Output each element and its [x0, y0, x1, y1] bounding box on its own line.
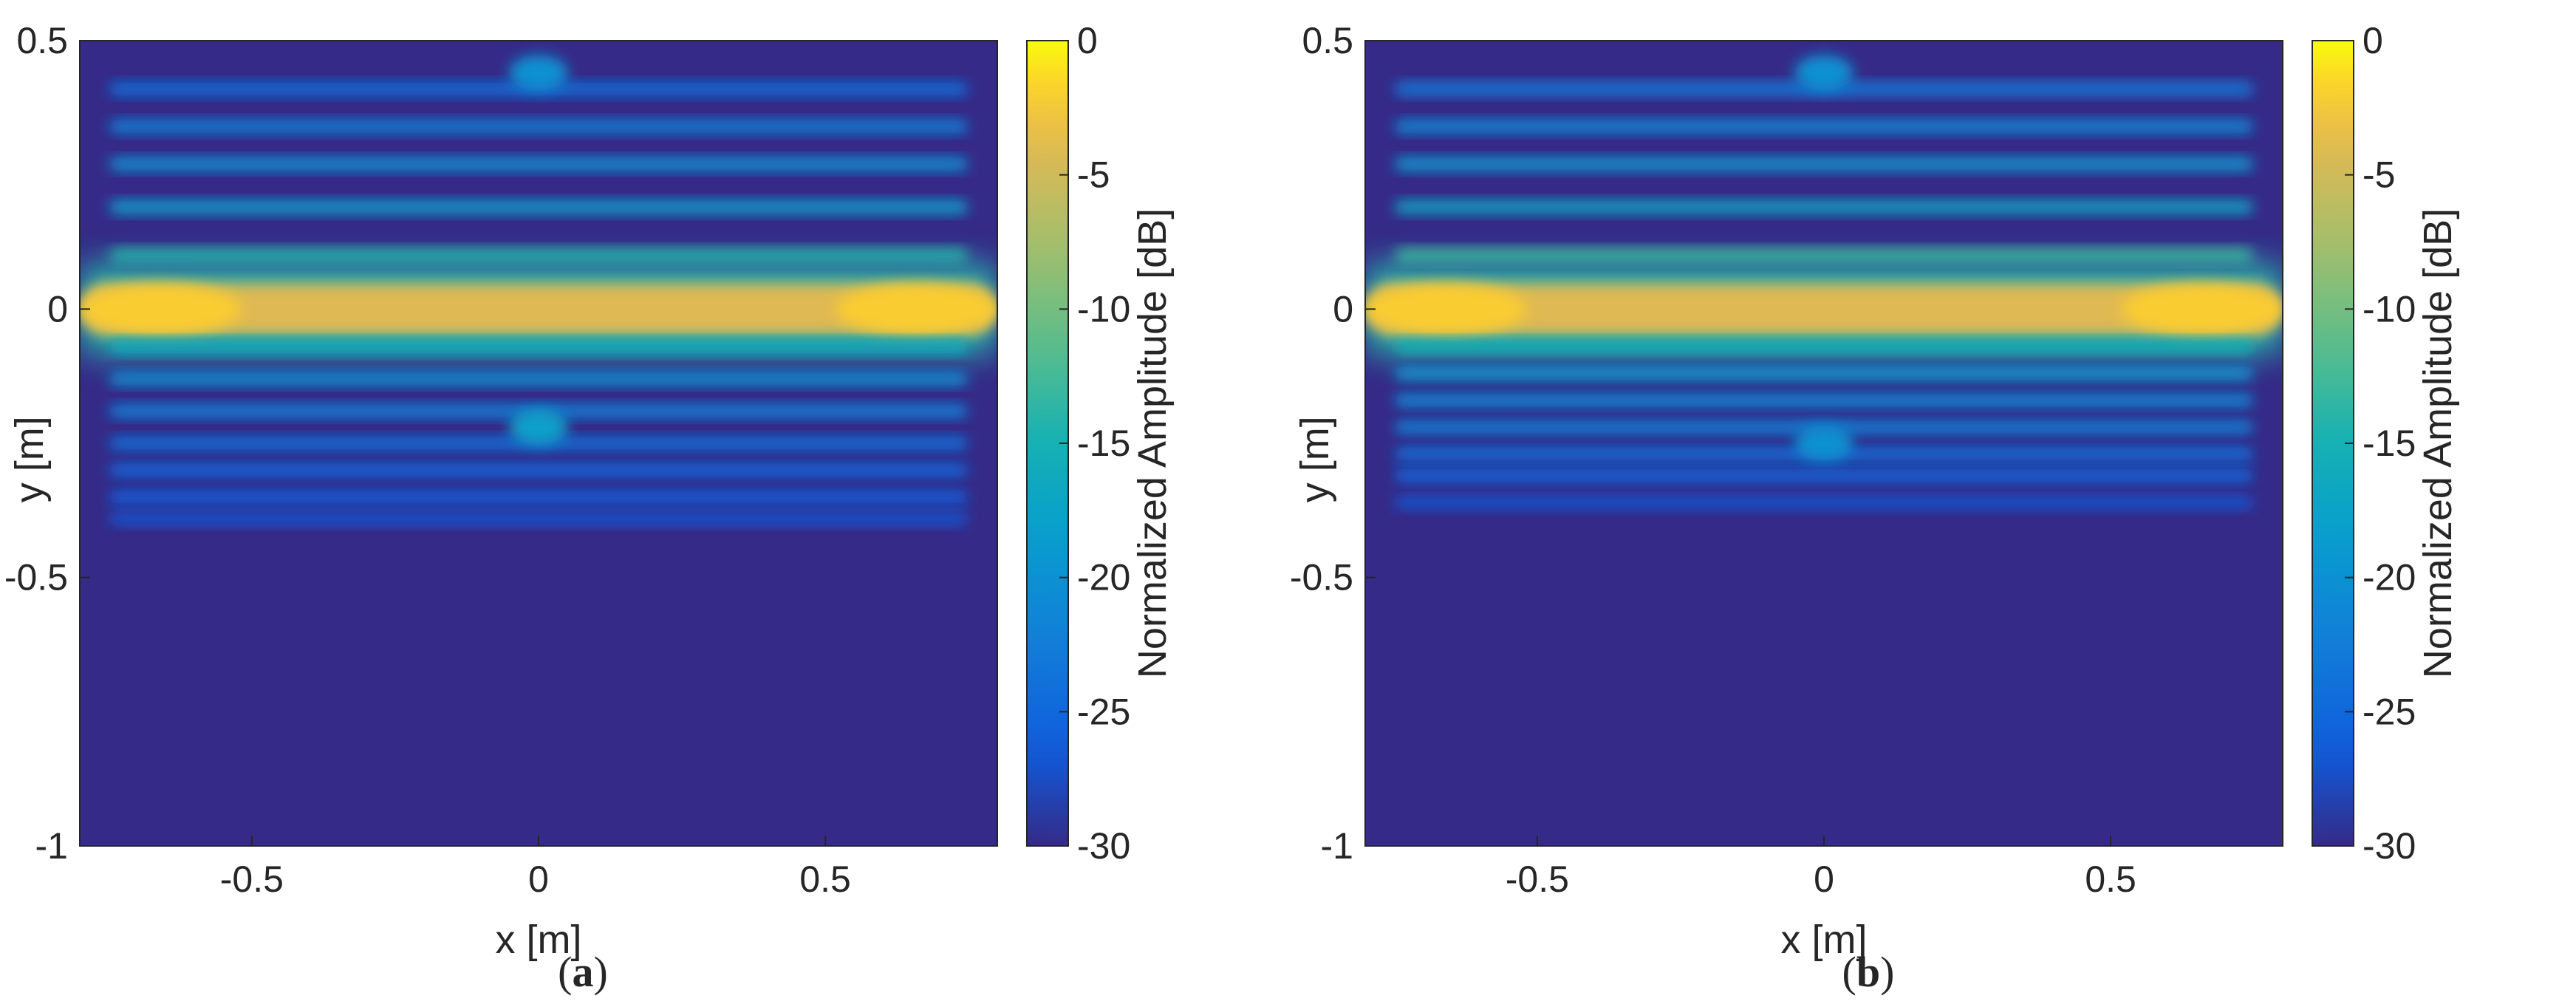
- colorbar-tick-label: -25: [2363, 691, 2416, 732]
- heatmap-band: [1395, 366, 2253, 380]
- colorbar-label: Normalized Amplitude [dB]: [1130, 208, 1175, 678]
- colorbar-tick-label: -30: [2363, 825, 2416, 867]
- heatmap-band: [109, 157, 968, 171]
- heatmap-band: [1395, 120, 2253, 134]
- heatmap-band: [109, 372, 968, 386]
- heatmap-hotspot: [1365, 284, 1527, 335]
- colorbar-tick-label: -20: [1077, 557, 1130, 598]
- y-tick-label: 0.5: [16, 20, 68, 61]
- heatmap-band: [1395, 340, 2253, 354]
- heatmap-band: [1395, 200, 2253, 214]
- y-tick-label: -1: [1321, 825, 1353, 867]
- panel-caption: (a): [558, 948, 608, 996]
- colorbar-tick-label: -10: [2363, 288, 2416, 330]
- heatmap-band: [1365, 283, 2283, 335]
- colorbar-tick-label: -30: [1077, 825, 1130, 867]
- x-tick-label: 0.5: [2085, 858, 2136, 900]
- heatmap-hotspot: [80, 284, 242, 335]
- x-axis-label: x [m]: [1781, 918, 1868, 962]
- colorbar-tick-label: 0: [1077, 20, 1098, 61]
- colorbar-tick-label: -5: [1077, 154, 1110, 196]
- y-tick-label: 0.5: [1302, 20, 1353, 61]
- heatmap-panel-b: -0.5 0 0.5 0.5 0 -0.5 -1 x [m] y [m] 0 -5 -10 -15 -20…: [1290, 20, 2460, 996]
- heatmap-band: [1395, 248, 2253, 262]
- y-axis-label: y [m]: [7, 416, 52, 502]
- heatmap-band: [109, 248, 968, 262]
- panel-caption: (b): [1842, 948, 1895, 996]
- heatmap-band: [1395, 468, 2253, 482]
- heatmap-band: [109, 120, 968, 134]
- heatmap-band: [1395, 157, 2253, 171]
- colorbar-tick-label: -20: [2363, 557, 2416, 598]
- y-tick-label: -0.5: [1290, 557, 1353, 598]
- heatmap-band: [1395, 495, 2253, 509]
- heatmap-hotspot: [1794, 426, 1854, 461]
- y-tick-label: -0.5: [4, 557, 68, 598]
- heatmap-hotspot: [836, 284, 997, 335]
- heatmap-layer: [1365, 55, 2283, 509]
- heatmap-band: [109, 340, 968, 354]
- y-tick-label: -1: [35, 825, 68, 867]
- heatmap-panel-a: -0.5 0 0.5 0.5 0 -0.5 -1 x [m] y [m] 0 -5 -10 -15 -20…: [4, 20, 1175, 996]
- heatmap-band: [1395, 393, 2253, 407]
- y-tick-label: 0: [1333, 288, 1353, 330]
- y-tick-label: 0: [47, 288, 68, 330]
- heatmap-hotspot: [509, 55, 568, 91]
- heatmap-band: [80, 283, 997, 335]
- colorbar-tick-label: -15: [1077, 423, 1130, 464]
- colorbar-label: Normalized Amplitude [dB]: [2416, 208, 2460, 678]
- heatmap-band: [109, 511, 968, 525]
- colorbar-tick-label: 0: [2363, 20, 2383, 61]
- heatmap-band: [109, 463, 968, 477]
- x-tick-label: -0.5: [1506, 858, 1569, 900]
- heatmap-band: [109, 490, 968, 504]
- y-axis-label: y [m]: [1293, 416, 1337, 502]
- heatmap-layer: [80, 55, 997, 525]
- heatmap-hotspot: [509, 409, 568, 446]
- x-tick-label: 0: [1814, 858, 1834, 900]
- colorbar-tick-label: -10: [1077, 288, 1130, 330]
- heatmap-hotspot: [2121, 284, 2283, 335]
- colorbar-tick-label: -15: [2363, 423, 2416, 464]
- x-tick-label: 0.5: [799, 858, 851, 900]
- x-axis-label: x [m]: [496, 918, 582, 962]
- heatmap-hotspot: [1794, 55, 1854, 91]
- colorbar-tick-label: -25: [1077, 691, 1130, 732]
- x-tick-label: -0.5: [220, 858, 284, 900]
- x-tick-label: 0: [528, 858, 549, 900]
- heatmap-band: [109, 200, 968, 214]
- colorbar-tick-label: -5: [2363, 154, 2395, 196]
